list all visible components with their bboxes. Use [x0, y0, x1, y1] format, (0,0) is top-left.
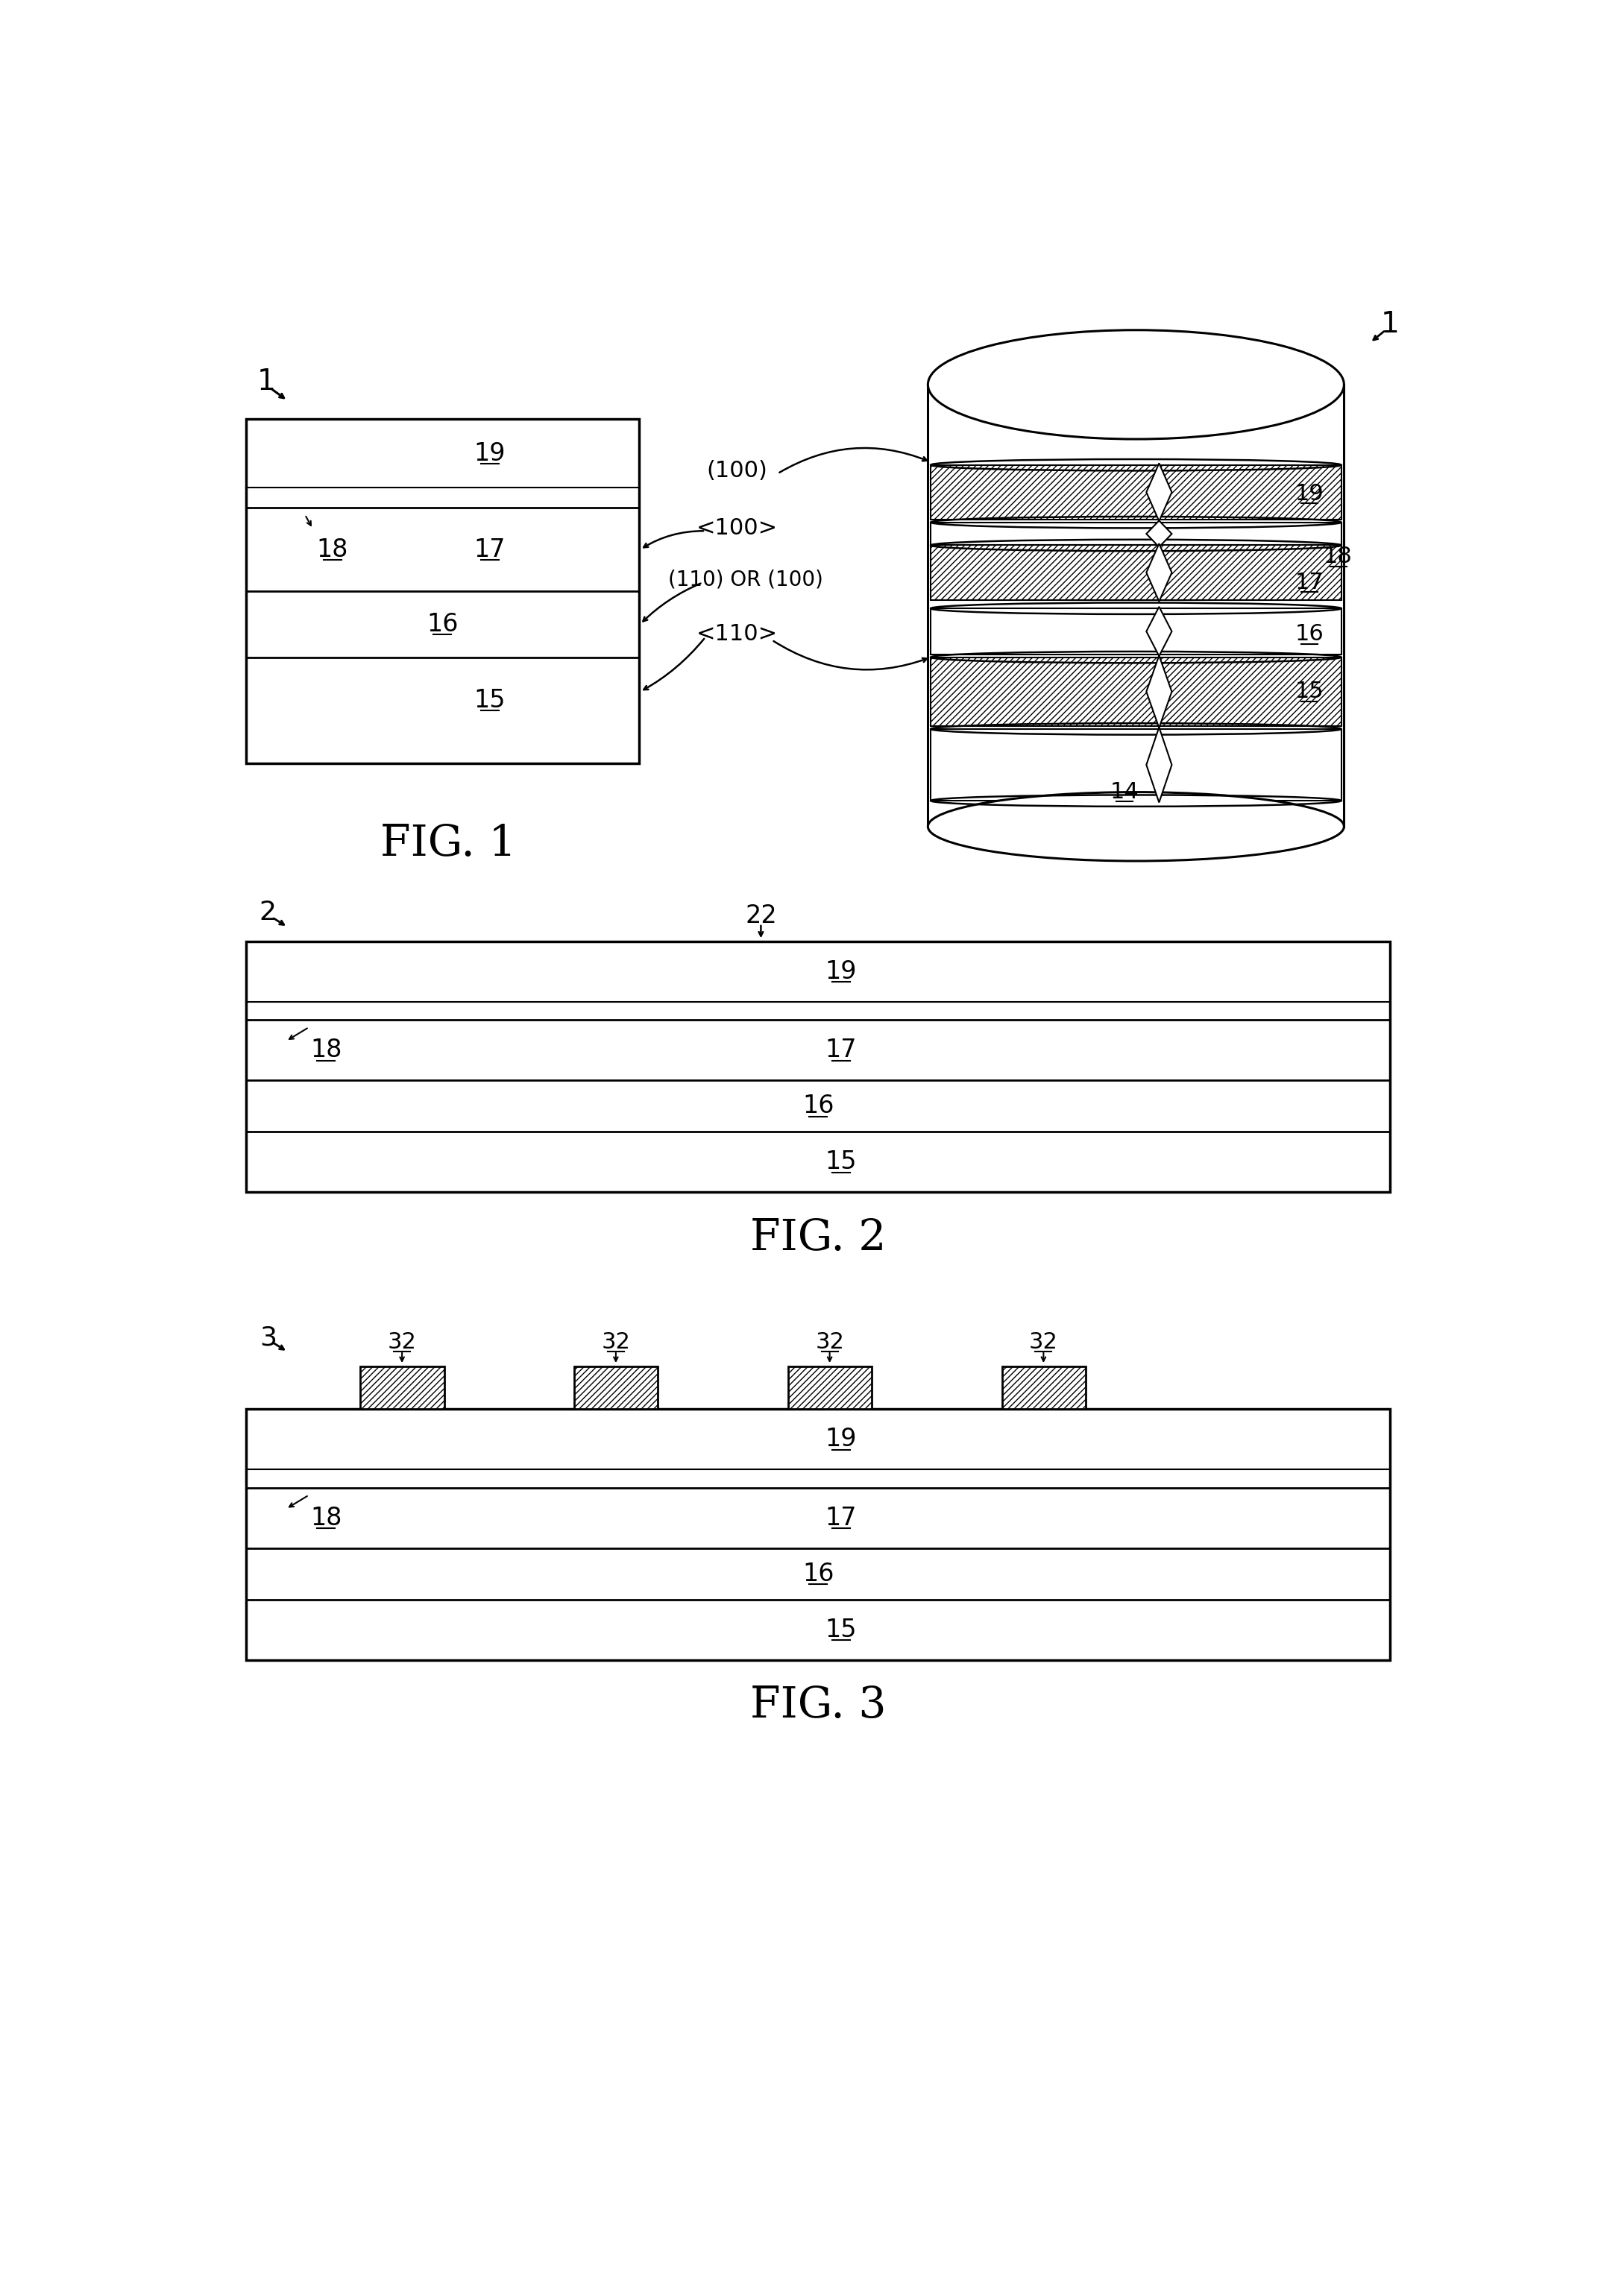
- Bar: [930, 728, 1341, 801]
- Bar: [1002, 1366, 1085, 1410]
- Bar: [361, 1366, 444, 1410]
- Ellipse shape: [928, 792, 1344, 861]
- Text: 32: 32: [388, 1332, 417, 1352]
- Bar: [246, 418, 639, 487]
- Ellipse shape: [928, 331, 1344, 439]
- Text: 15: 15: [1294, 682, 1323, 703]
- Text: (110) OR (100): (110) OR (100): [668, 569, 823, 590]
- Text: 14: 14: [1111, 781, 1139, 804]
- Text: 19: 19: [825, 1428, 857, 1451]
- Bar: [246, 941, 1390, 1001]
- Bar: [930, 521, 1341, 544]
- Text: 15: 15: [473, 689, 505, 712]
- Text: 3: 3: [259, 1325, 276, 1350]
- Text: 19: 19: [1294, 482, 1323, 505]
- Text: 22: 22: [745, 902, 777, 928]
- Bar: [246, 507, 639, 590]
- Text: 18: 18: [1323, 546, 1354, 567]
- Bar: [246, 941, 1390, 1192]
- Bar: [246, 487, 639, 507]
- Text: 1: 1: [1381, 310, 1400, 338]
- Bar: [930, 608, 1341, 654]
- Bar: [246, 1410, 1390, 1660]
- Bar: [246, 1469, 1390, 1488]
- Bar: [246, 1488, 1390, 1548]
- Polygon shape: [1146, 464, 1171, 521]
- Text: 17: 17: [473, 537, 505, 563]
- Bar: [246, 418, 639, 762]
- Text: 16: 16: [1294, 625, 1323, 645]
- Bar: [246, 1019, 1390, 1079]
- Polygon shape: [1146, 606, 1171, 657]
- Bar: [788, 1366, 873, 1410]
- Text: <110>: <110>: [697, 625, 778, 645]
- Text: 16: 16: [802, 1561, 834, 1587]
- Polygon shape: [1146, 728, 1171, 801]
- Bar: [574, 1366, 658, 1410]
- Bar: [246, 1079, 1390, 1132]
- Text: 1: 1: [257, 367, 275, 395]
- Text: FIG. 3: FIG. 3: [749, 1685, 887, 1727]
- Text: FIG. 2: FIG. 2: [749, 1217, 887, 1258]
- Bar: [246, 1132, 1390, 1192]
- Text: 19: 19: [825, 960, 857, 983]
- Text: 15: 15: [825, 1619, 857, 1642]
- Text: 15: 15: [825, 1150, 857, 1173]
- Text: 16: 16: [802, 1093, 834, 1118]
- Bar: [246, 1548, 1390, 1600]
- Text: 17: 17: [825, 1506, 857, 1529]
- Text: 19: 19: [473, 441, 505, 466]
- Text: 32: 32: [815, 1332, 844, 1352]
- Text: 32: 32: [1029, 1332, 1058, 1352]
- Text: 17: 17: [1294, 572, 1323, 592]
- Text: 16: 16: [427, 613, 459, 636]
- Text: (100): (100): [706, 459, 767, 482]
- Text: 18: 18: [310, 1038, 342, 1063]
- Text: <100>: <100>: [697, 517, 778, 540]
- Polygon shape: [1146, 521, 1171, 546]
- Bar: [930, 464, 1341, 519]
- Text: 2: 2: [259, 900, 276, 925]
- Polygon shape: [1146, 544, 1171, 602]
- Bar: [246, 657, 639, 744]
- Text: 18: 18: [310, 1506, 342, 1529]
- Text: 17: 17: [825, 1038, 857, 1063]
- Polygon shape: [1146, 654, 1171, 728]
- Bar: [246, 1001, 1390, 1019]
- Text: FIG. 1: FIG. 1: [380, 822, 516, 866]
- Bar: [246, 590, 639, 657]
- Text: 18: 18: [316, 537, 348, 563]
- Bar: [246, 1600, 1390, 1660]
- Bar: [930, 544, 1341, 599]
- Bar: [930, 657, 1341, 726]
- Text: 32: 32: [601, 1332, 630, 1352]
- Bar: [246, 1410, 1390, 1469]
